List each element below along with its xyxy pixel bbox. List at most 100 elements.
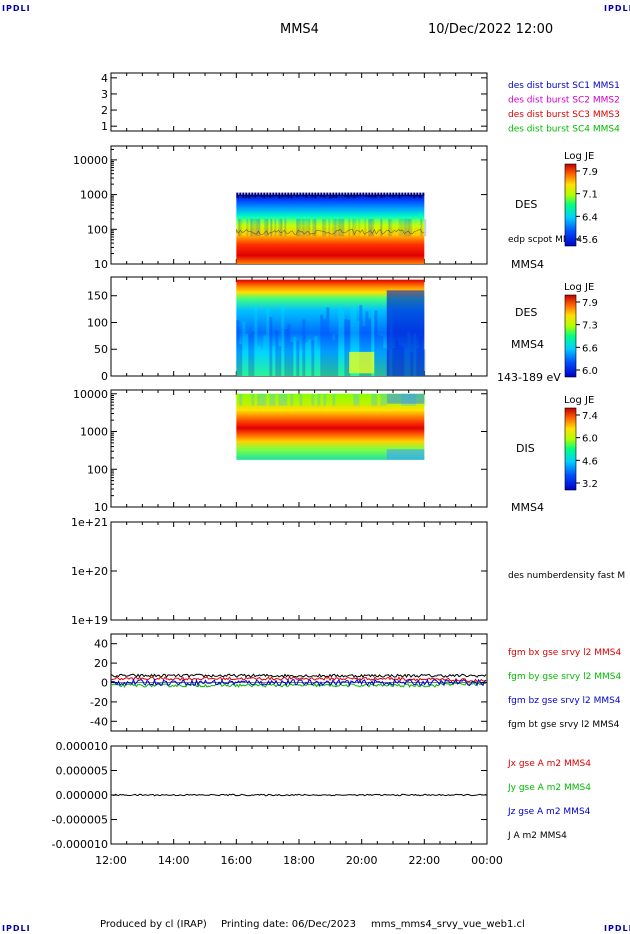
spectrogram-texture: [328, 218, 331, 237]
spectrogram-texture: [245, 333, 249, 376]
colorbar-1: [564, 163, 577, 247]
spectrogram-texture: [341, 393, 345, 406]
spectrogram-texture: [248, 393, 252, 406]
y-tick-label: 4: [101, 72, 108, 85]
spectrogram-texture: [323, 192, 326, 198]
spectrogram-texture: [275, 393, 279, 406]
y-tick-label: 10000: [73, 154, 108, 167]
spectrogram-texture: [302, 393, 306, 406]
spectrogram-texture: [334, 218, 337, 237]
spectrogram-texture: [326, 307, 330, 376]
spectrogram-texture: [326, 218, 329, 237]
spectrogram-texture: [371, 192, 374, 198]
x-tick-label: 20:00: [346, 854, 378, 867]
spectrogram-texture: [344, 192, 347, 198]
spectrogram-texture: [402, 218, 405, 237]
y-tick-label: 10000: [73, 388, 108, 401]
spectrogram-texture: [270, 218, 273, 237]
spectrogram-texture: [299, 192, 302, 197]
spectrogram-texture: [376, 218, 379, 237]
spectrogram-texture: [390, 218, 393, 237]
spectrogram-texture: [302, 319, 306, 376]
y-tick-label: 0.000000: [56, 789, 109, 802]
spectrogram-texture: [338, 304, 342, 376]
spectrogram-texture: [412, 218, 415, 237]
spectrogram-texture: [316, 218, 319, 237]
footer-filename: mms_mms4_srvy_vue_web1.cl: [371, 919, 525, 930]
colorbar-2: [564, 294, 577, 378]
spectrogram-texture: [239, 393, 243, 406]
spectrogram-texture: [238, 218, 241, 237]
spectrogram-texture: [389, 192, 392, 197]
spectrogram-texture: [338, 218, 341, 237]
y-tick-label: 20: [94, 657, 108, 670]
legend-fgm: fgm bx gse srvy l2 MMS4: [508, 648, 621, 658]
spectrogram-texture: [346, 218, 349, 237]
spectrogram-texture: [262, 218, 265, 237]
spectrogram-texture: [287, 192, 290, 198]
spectrogram-dis-energy: [236, 393, 425, 460]
spectrogram-texture: [305, 393, 309, 406]
y-tick-label: 100: [87, 463, 108, 476]
y-tick-label: -20: [90, 696, 108, 709]
spectrogram-texture: [317, 192, 320, 197]
spectrogram-texture: [383, 393, 387, 406]
y-tick-label: 10: [94, 258, 108, 271]
spectrogram-texture: [260, 192, 263, 198]
spectrogram-texture: [239, 344, 243, 376]
spectrogram-texture: [347, 319, 351, 376]
legend-burst: des dist burst SC4 MMS4: [508, 125, 620, 135]
spectrogram-texture: [306, 218, 309, 237]
y-tick-label: 40: [94, 638, 108, 651]
spectrogram-texture: [368, 192, 371, 198]
legend-fgm: fgm bz gse srvy l2 MMS4: [508, 696, 621, 706]
spectrogram-texture: [236, 393, 240, 406]
spectrogram-texture: [284, 393, 288, 406]
spectrogram-texture: [362, 393, 366, 406]
spectrogram-texture: [260, 349, 264, 376]
spectrogram-texture: [353, 305, 357, 376]
spectrogram-texture: [314, 393, 318, 406]
spectrogram-texture: [407, 192, 410, 197]
colorbar-tick-label: 6.6: [582, 343, 598, 354]
legend-burst: des dist burst SC2 MMS2: [508, 96, 620, 106]
spectrogram-texture: [290, 218, 293, 237]
spectrogram-texture: [413, 192, 416, 199]
spectrogram-texture: [349, 351, 375, 374]
spectrogram-texture: [344, 218, 347, 237]
spectrogram-texture: [377, 192, 380, 197]
y-tick-label: 1e+19: [71, 614, 108, 627]
spectrogram-texture: [254, 192, 257, 198]
spectrogram-texture: [311, 393, 315, 406]
spectrogram-texture: [364, 218, 367, 237]
spectrogram-texture: [308, 339, 312, 376]
spectrogram-texture: [298, 218, 301, 237]
y-tick-label: 0.000005: [56, 765, 109, 778]
spectrogram-texture: [414, 218, 417, 237]
spectrogram-texture: [264, 218, 267, 237]
spectrogram-texture: [326, 192, 329, 196]
spectrogram-texture: [359, 304, 363, 376]
spectrogram-texture: [386, 449, 425, 460]
spectrogram-texture: [329, 192, 332, 199]
panel-label: DIS: [516, 442, 535, 455]
spectrogram-texture: [276, 218, 279, 237]
y-tick-label: 1000: [80, 426, 108, 439]
footer-produced-by: Produced by cl (IRAP): [100, 919, 207, 930]
spectrogram-texture: [340, 218, 343, 237]
spectrogram-texture: [302, 192, 305, 197]
spectrogram-texture: [335, 334, 339, 376]
spectrogram-texture: [242, 393, 246, 406]
spectrogram-texture: [422, 218, 425, 237]
spectrogram-texture: [408, 218, 411, 237]
spectrogram-texture: [284, 329, 288, 376]
legend-burst: des dist burst SC3 MMS3: [508, 110, 620, 120]
spectrogram-texture: [246, 218, 249, 237]
spectrogram-texture: [252, 218, 255, 237]
spectrogram-texture: [284, 218, 287, 237]
spectrogram-texture: [256, 218, 259, 237]
spectrogram-texture: [350, 307, 354, 376]
spectrogram-texture: [278, 393, 282, 406]
spectrogram-texture: [362, 218, 365, 237]
spectrogram-texture: [356, 393, 360, 406]
